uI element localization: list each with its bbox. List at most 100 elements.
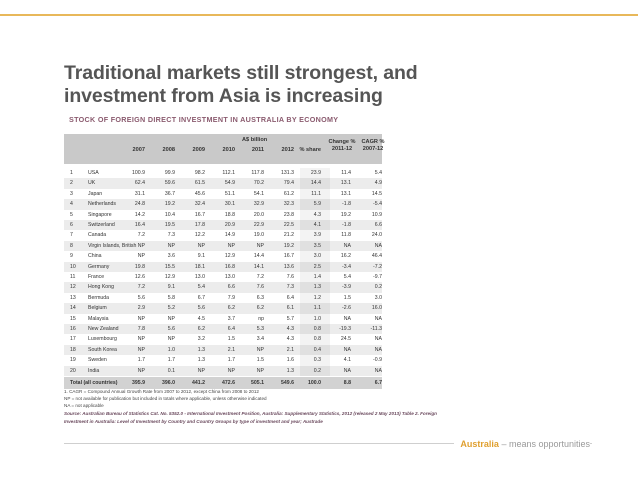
value-cell: 24.5	[340, 336, 351, 343]
value-cell: 54.1	[253, 190, 264, 197]
value-cell: 10.9	[371, 211, 382, 218]
economy-cell: Hong Kong	[88, 284, 114, 291]
footer-tagline: – means opportunities	[498, 439, 590, 449]
value-cell: 7.2	[137, 232, 145, 239]
rank-cell: 2	[70, 180, 73, 187]
value-cell: 1.7	[167, 357, 175, 364]
value-cell: 46.4	[371, 253, 382, 260]
column-header: % share	[299, 147, 321, 153]
value-cell: 20.9	[224, 222, 235, 228]
value-cell: 13.1	[340, 180, 351, 187]
value-cell: -1.8	[342, 222, 351, 228]
value-cell: 24.0	[371, 232, 382, 239]
value-cell: 5.7	[286, 315, 294, 322]
economy-cell: Belgium	[88, 305, 107, 312]
value-cell: 3.9	[313, 232, 321, 239]
value-cell: 1.4	[313, 274, 321, 280]
value-cell: 100.9	[132, 170, 145, 176]
share-column-band	[300, 230, 330, 241]
slide-title: Traditional markets still strongest, and…	[64, 62, 584, 108]
value-cell: 1.1	[313, 305, 321, 312]
value-cell: NP	[137, 336, 145, 343]
value-cell: 19.2	[340, 211, 351, 218]
rank-cell: 16	[70, 326, 76, 332]
economy-cell: Japan	[88, 190, 103, 197]
share-column-band	[300, 168, 330, 179]
value-cell: 30.1	[224, 201, 235, 208]
value-cell: NA	[343, 367, 351, 374]
economy-cell: Sweden	[88, 357, 107, 364]
table-row: 8 Virgin Islands, British NP NP NP NP NP 19.2 3.…	[64, 240, 382, 252]
value-cell: 2.5	[313, 263, 321, 270]
value-cell: 98.2	[194, 170, 205, 176]
value-cell: 13.6	[283, 263, 294, 270]
value-cell: np	[258, 315, 264, 322]
value-cell: 0.1	[167, 367, 175, 374]
value-cell: -5.4	[373, 201, 382, 208]
value-cell: 11.8	[341, 232, 351, 239]
value-cell: 23.8	[283, 211, 294, 218]
value-cell: 11.1	[311, 190, 321, 197]
value-cell: 5.6	[167, 326, 175, 332]
value-cell: -3.9	[342, 284, 351, 291]
column-header: 2010	[222, 147, 235, 153]
economy-cell: India	[88, 367, 100, 374]
rank-cell: 7	[70, 232, 73, 239]
table-row: 2 UK 62.4 59.6 61.5 54.9 70.2 79.4 14.4 13.1 4.9	[64, 178, 382, 189]
unit-label: A$ billion	[242, 137, 268, 143]
value-cell: 79.4	[283, 180, 294, 187]
rank-cell: 19	[70, 357, 76, 364]
table-row: 12 Hong Kong 7.2 9.1 5.4 6.6 7.6 7.3 1.3 -3.9 0.2	[64, 282, 382, 293]
value-cell: NP	[256, 242, 264, 249]
table-row: 11 France 12.6 12.9 13.0 13.0 7.2 7.6 1.4 5.4 -9.7	[64, 272, 382, 283]
note-na: NA = not applicable	[64, 403, 104, 408]
economy-cell: Germany	[88, 263, 110, 270]
value-cell: 70.2	[253, 180, 264, 187]
value-cell: 51.1	[224, 190, 235, 197]
table-row: 7 Canada 7.2 7.3 12.2 14.9 19.0 21.2 3.9 11.8 24.0	[64, 230, 382, 241]
value-cell: 3.5	[313, 242, 321, 249]
economy-cell: Switzerland	[88, 222, 115, 228]
value-cell: 22.9	[253, 222, 264, 228]
value-cell: 13.1	[340, 190, 351, 197]
value-cell: 18.8	[224, 211, 235, 218]
value-cell: 12.2	[194, 232, 205, 239]
column-header: Change % 2011-12	[328, 139, 356, 152]
economy-cell: Luxembourg	[88, 336, 117, 343]
value-cell: 2.9	[137, 305, 145, 312]
value-cell: 0.8	[313, 336, 321, 343]
economy-cell: UK	[88, 180, 96, 187]
value-cell: 6.2	[197, 326, 205, 332]
rank-cell: 13	[70, 294, 76, 301]
share-column-band	[300, 261, 330, 272]
share-column-band	[300, 199, 330, 210]
economy-cell: Malaysia	[88, 315, 109, 322]
value-cell: 23.9	[310, 170, 321, 176]
note-source-1: Source: Australian Bureau of Statistics …	[64, 411, 437, 416]
value-cell: 59.6	[164, 180, 175, 187]
value-cell: 4.1	[343, 357, 351, 364]
value-cell: 1.3	[197, 357, 205, 364]
value-cell: 1.0	[167, 346, 175, 353]
table-row: 14 Belgium 2.9 5.2 5.6 6.2 6.2 6.1 1.1 -2.6 16.0	[64, 303, 382, 314]
rank-cell: 18	[70, 346, 76, 353]
rank-cell: 9	[70, 253, 73, 260]
value-cell: NA	[374, 367, 382, 374]
total-value-cell: 100.0	[308, 380, 321, 386]
value-cell: 6.2	[227, 305, 235, 312]
share-column-band	[300, 178, 330, 189]
value-cell: 4.3	[313, 211, 321, 218]
value-cell: 1.3	[286, 367, 294, 374]
value-cell: 1.5	[343, 294, 351, 301]
value-cell: 1.3	[313, 284, 321, 291]
value-cell: 16.7	[283, 253, 294, 260]
share-column-band	[300, 365, 330, 376]
value-cell: 19.5	[164, 222, 175, 228]
value-cell: -2.6	[342, 305, 351, 312]
value-cell: 54.9	[224, 180, 235, 187]
value-cell: 15.5	[164, 263, 175, 270]
economy-cell: USA	[88, 170, 99, 176]
value-cell: NP	[256, 367, 264, 374]
value-cell: 5.2	[167, 305, 175, 312]
value-cell: 5.3	[256, 326, 264, 332]
